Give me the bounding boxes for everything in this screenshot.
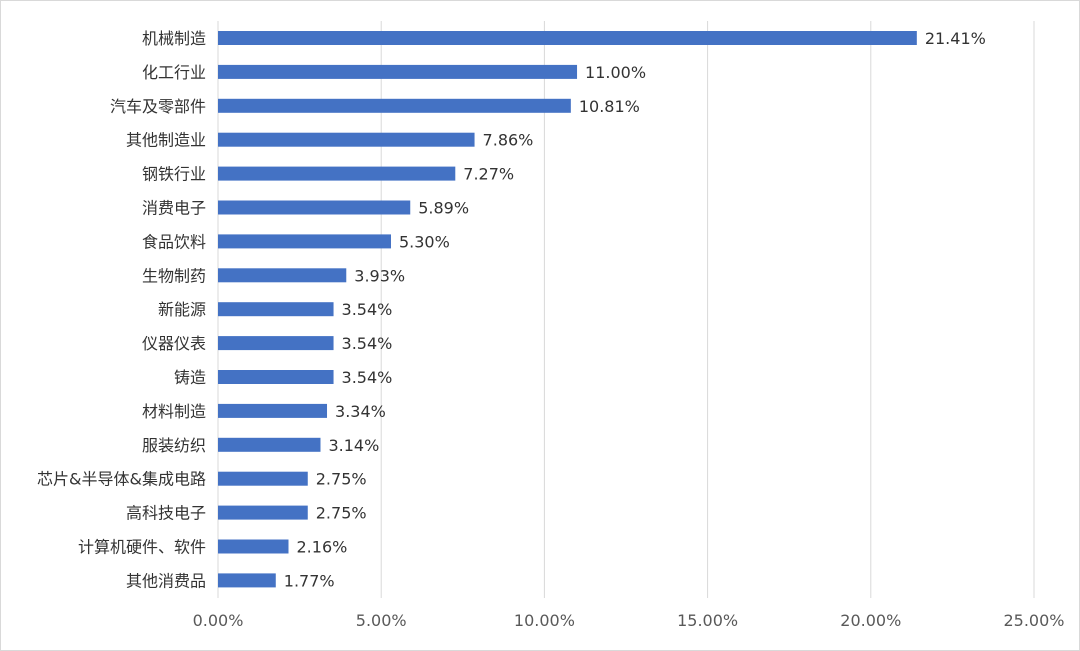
value-label: 7.27%: [463, 165, 514, 184]
value-label: 21.41%: [925, 29, 986, 48]
category-label: 生物制药: [142, 266, 206, 285]
value-label: 3.54%: [342, 300, 393, 319]
x-tick-label: 0.00%: [193, 611, 244, 630]
bar: [218, 302, 334, 317]
category-label: 铸造: [174, 368, 206, 387]
value-label: 3.54%: [342, 368, 393, 387]
bar: [218, 166, 456, 181]
category-label: 材料制造: [142, 402, 206, 421]
value-label: 1.77%: [284, 571, 335, 590]
value-label: 3.54%: [342, 334, 393, 353]
category-label: 芯片&半导体&集成电路: [37, 470, 206, 489]
value-label: 3.93%: [354, 266, 405, 285]
category-label: 食品饮料: [142, 232, 206, 251]
value-label: 11.00%: [585, 63, 646, 82]
category-label: 高科技电子: [126, 504, 206, 523]
category-label: 其他制造业: [126, 131, 206, 150]
value-label: 7.86%: [483, 131, 534, 150]
category-label: 钢铁行业: [142, 165, 206, 184]
value-label: 3.34%: [335, 402, 386, 421]
bars: [218, 31, 917, 588]
value-label: 2.75%: [316, 504, 367, 523]
value-label: 2.16%: [297, 538, 348, 557]
bar: [218, 132, 475, 147]
bar: [218, 200, 411, 215]
bar: [218, 336, 334, 351]
x-tick-label: 20.00%: [840, 611, 901, 630]
bar: [218, 539, 289, 554]
bar: [218, 471, 308, 486]
category-label: 仪器仪表: [142, 334, 206, 353]
category-label: 其他消费品: [126, 571, 206, 590]
category-label: 服装纺织: [142, 436, 206, 455]
bar: [218, 403, 328, 418]
category-label: 汽车及零部件: [110, 97, 206, 116]
category-label: 机械制造: [142, 29, 206, 48]
bar: [218, 234, 391, 249]
x-tick-label: 25.00%: [1003, 611, 1064, 630]
bar: [218, 31, 917, 45]
value-label: 2.75%: [316, 470, 367, 489]
category-label: 消费电子: [142, 199, 206, 218]
category-label: 化工行业: [142, 63, 206, 82]
x-tick-label: 10.00%: [514, 611, 575, 630]
gridlines: [217, 21, 1035, 598]
category-label: 新能源: [158, 300, 206, 319]
value-label: 5.89%: [418, 199, 469, 218]
x-tick-label: 15.00%: [677, 611, 738, 630]
bar: [218, 64, 578, 79]
bar: [218, 268, 347, 283]
value-label: 10.81%: [579, 97, 640, 116]
x-tick-label: 5.00%: [356, 611, 407, 630]
bar: [218, 437, 321, 452]
category-label: 计算机硬件、软件: [78, 538, 206, 557]
bar: [218, 505, 308, 520]
bar: [218, 573, 276, 588]
value-label: 3.14%: [328, 436, 379, 455]
bar: [218, 370, 334, 384]
value-label: 5.30%: [399, 232, 450, 251]
labels: 0.00% 5.00% 10.00% 15.00% 20.00% 25.00% 机械制造 21…: [37, 29, 1064, 630]
bar: [218, 98, 571, 113]
